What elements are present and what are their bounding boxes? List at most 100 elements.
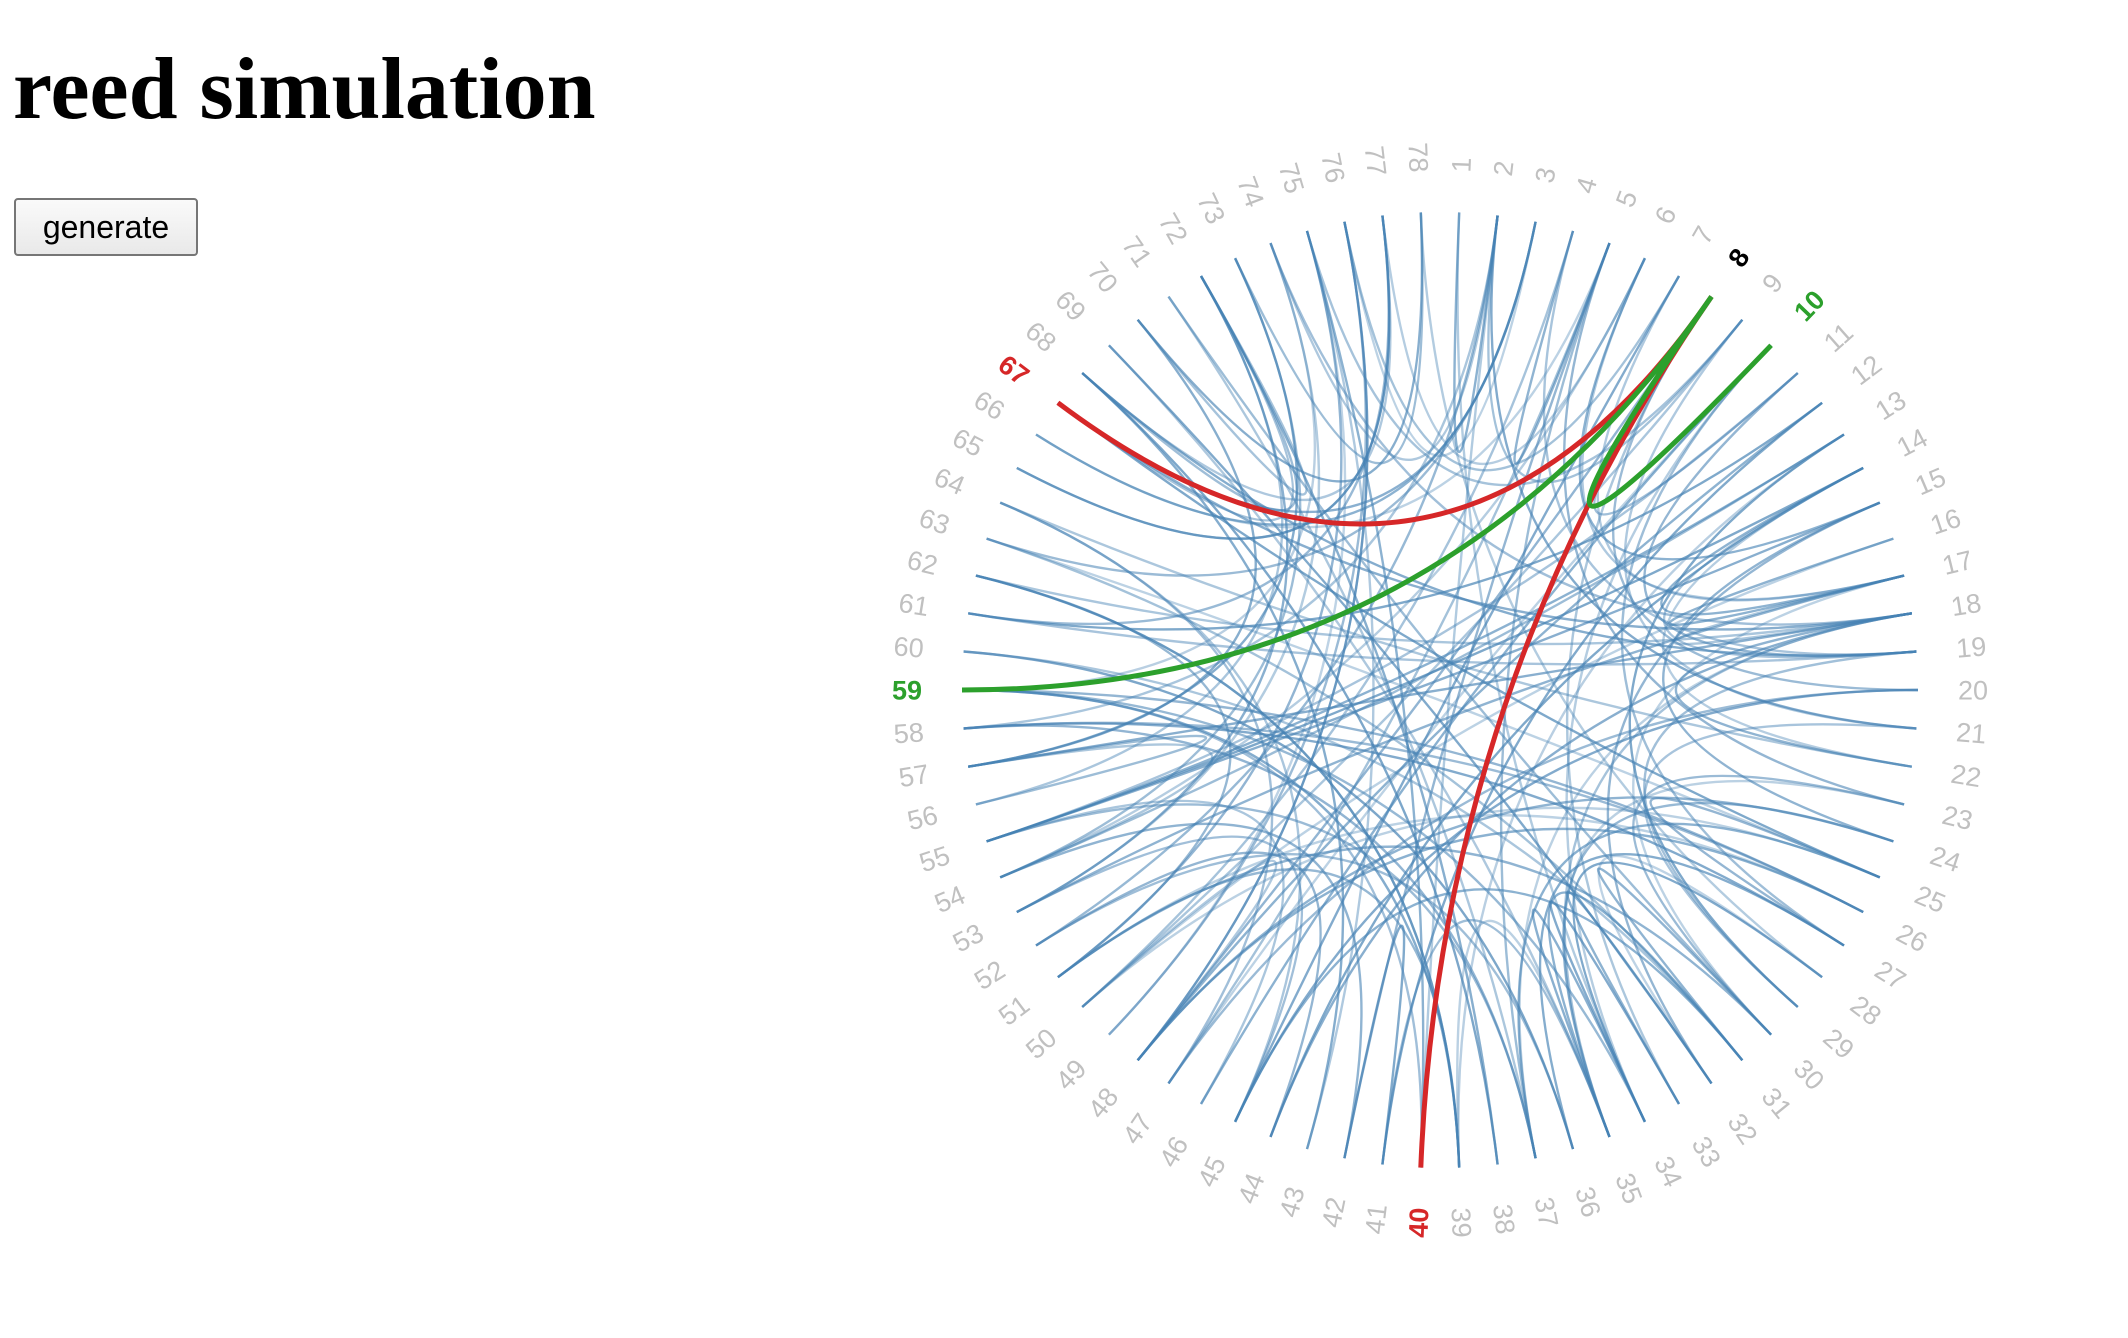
node-label-15[interactable]: 15	[1911, 462, 1950, 501]
node-label-29[interactable]: 29	[1817, 1023, 1859, 1065]
node-label-69[interactable]: 69	[1049, 285, 1091, 327]
node-label-76[interactable]: 76	[1315, 150, 1350, 185]
node-label-55[interactable]: 55	[916, 840, 954, 878]
edge-55-14	[986, 466, 1864, 843]
node-label-28[interactable]: 28	[1845, 990, 1887, 1032]
node-label-11[interactable]: 11	[1818, 317, 1859, 358]
edge-23-35	[1562, 779, 1905, 1138]
edge-22-14	[1661, 466, 1912, 768]
node-label-23[interactable]: 23	[1939, 800, 1975, 836]
node-label-19[interactable]: 19	[1955, 631, 1987, 663]
node-label-65[interactable]: 65	[948, 422, 989, 463]
node-label-45[interactable]: 45	[1192, 1152, 1232, 1192]
node-label-25[interactable]: 25	[1910, 880, 1949, 919]
node-label-40[interactable]: 40	[1403, 1207, 1434, 1238]
node-label-36[interactable]: 36	[1569, 1183, 1606, 1220]
node-label-33[interactable]: 33	[1686, 1131, 1727, 1172]
generate-button[interactable]: generate	[14, 198, 198, 256]
node-label-64[interactable]: 64	[930, 462, 969, 501]
node-label-47[interactable]: 47	[1117, 1108, 1159, 1150]
node-label-62[interactable]: 62	[904, 545, 940, 581]
node-label-77[interactable]: 77	[1359, 144, 1392, 177]
node-label-21[interactable]: 21	[1955, 717, 1987, 749]
edge-2-74	[1269, 215, 1499, 462]
node-label-14[interactable]: 14	[1892, 422, 1933, 463]
node-label-27[interactable]: 27	[1870, 955, 1911, 996]
node-label-67[interactable]: 67	[993, 349, 1035, 391]
node-label-4[interactable]: 4	[1570, 174, 1603, 197]
node-label-54[interactable]: 54	[930, 880, 969, 919]
edge-2-58	[963, 215, 1499, 730]
node-label-8[interactable]: 8	[1722, 243, 1755, 272]
node-label-35[interactable]: 35	[1609, 1169, 1648, 1208]
edge-71-37	[1167, 295, 1537, 1159]
node-label-49[interactable]: 49	[1050, 1054, 1092, 1096]
edge-5-47	[1167, 242, 1611, 1085]
node-label-13[interactable]: 13	[1870, 385, 1911, 426]
node-label-75[interactable]: 75	[1273, 160, 1310, 197]
edge-8-48	[1136, 295, 1713, 1062]
node-label-9[interactable]: 9	[1756, 268, 1789, 299]
highlight-layer	[961, 295, 1773, 1168]
node-label-16[interactable]: 16	[1927, 503, 1965, 541]
node-label-34[interactable]: 34	[1648, 1152, 1688, 1192]
edge-78-70	[1136, 212, 1424, 483]
edge-68-72	[1081, 275, 1298, 512]
node-label-53[interactable]: 53	[948, 918, 989, 959]
node-label-58[interactable]: 58	[893, 717, 925, 749]
node-label-24[interactable]: 24	[1926, 840, 1964, 878]
edge-57-18	[968, 612, 1912, 768]
node-label-1[interactable]: 1	[1446, 157, 1477, 173]
node-label-48[interactable]: 48	[1082, 1082, 1124, 1124]
node-label-7[interactable]: 7	[1686, 221, 1719, 249]
edge-29-21	[1643, 723, 1917, 1008]
node-label-73[interactable]: 73	[1191, 189, 1231, 229]
node-label-32[interactable]: 32	[1722, 1108, 1764, 1150]
node-label-51[interactable]: 51	[993, 990, 1035, 1032]
node-label-2[interactable]: 2	[1488, 159, 1520, 178]
node-label-20[interactable]: 20	[1958, 675, 1988, 705]
node-label-22[interactable]: 22	[1949, 759, 1983, 793]
node-label-57[interactable]: 57	[897, 759, 931, 793]
node-label-31[interactable]: 31	[1756, 1082, 1798, 1124]
node-label-59[interactable]: 59	[892, 675, 922, 705]
node-label-71[interactable]: 71	[1116, 231, 1158, 273]
edge-73-54	[999, 257, 1302, 879]
node-label-42[interactable]: 42	[1316, 1195, 1351, 1230]
node-label-10[interactable]: 10	[1788, 285, 1830, 327]
node-label-12[interactable]: 12	[1845, 349, 1887, 391]
node-label-5[interactable]: 5	[1610, 186, 1643, 211]
node-label-50[interactable]: 50	[1020, 1023, 1062, 1065]
node-label-63[interactable]: 63	[915, 503, 953, 541]
node-label-78[interactable]: 78	[1402, 142, 1433, 173]
node-label-3[interactable]: 3	[1529, 165, 1561, 186]
node-label-17[interactable]: 17	[1939, 545, 1975, 581]
node-label-39[interactable]: 39	[1445, 1207, 1476, 1238]
node-label-70[interactable]: 70	[1081, 256, 1123, 298]
node-label-60[interactable]: 60	[893, 631, 925, 663]
node-label-66[interactable]: 66	[969, 385, 1010, 426]
node-label-72[interactable]: 72	[1153, 208, 1194, 249]
node-label-38[interactable]: 38	[1487, 1202, 1520, 1235]
edge-47-20	[1167, 688, 1919, 1085]
node-label-41[interactable]: 41	[1360, 1202, 1393, 1235]
node-label-43[interactable]: 43	[1274, 1183, 1311, 1220]
node-label-6[interactable]: 6	[1649, 202, 1683, 228]
node-label-18[interactable]: 18	[1949, 588, 1983, 622]
edge-66-5	[1035, 242, 1611, 529]
edge-27-25	[1649, 796, 1881, 947]
node-label-56[interactable]: 56	[904, 800, 940, 836]
node-label-37[interactable]: 37	[1528, 1195, 1563, 1230]
node-label-61[interactable]: 61	[897, 588, 931, 622]
node-label-52[interactable]: 52	[969, 955, 1010, 996]
node-label-30[interactable]: 30	[1788, 1054, 1830, 1096]
edge-19-29	[1643, 650, 1917, 1008]
node-label-26[interactable]: 26	[1892, 918, 1933, 959]
node-label-46[interactable]: 46	[1153, 1131, 1194, 1172]
node-label-44[interactable]: 44	[1232, 1169, 1271, 1208]
edge-77-6	[1381, 215, 1646, 466]
node-label-74[interactable]: 74	[1231, 172, 1270, 211]
node-label-68[interactable]: 68	[1020, 316, 1062, 358]
edge-4-19	[1542, 230, 1917, 656]
